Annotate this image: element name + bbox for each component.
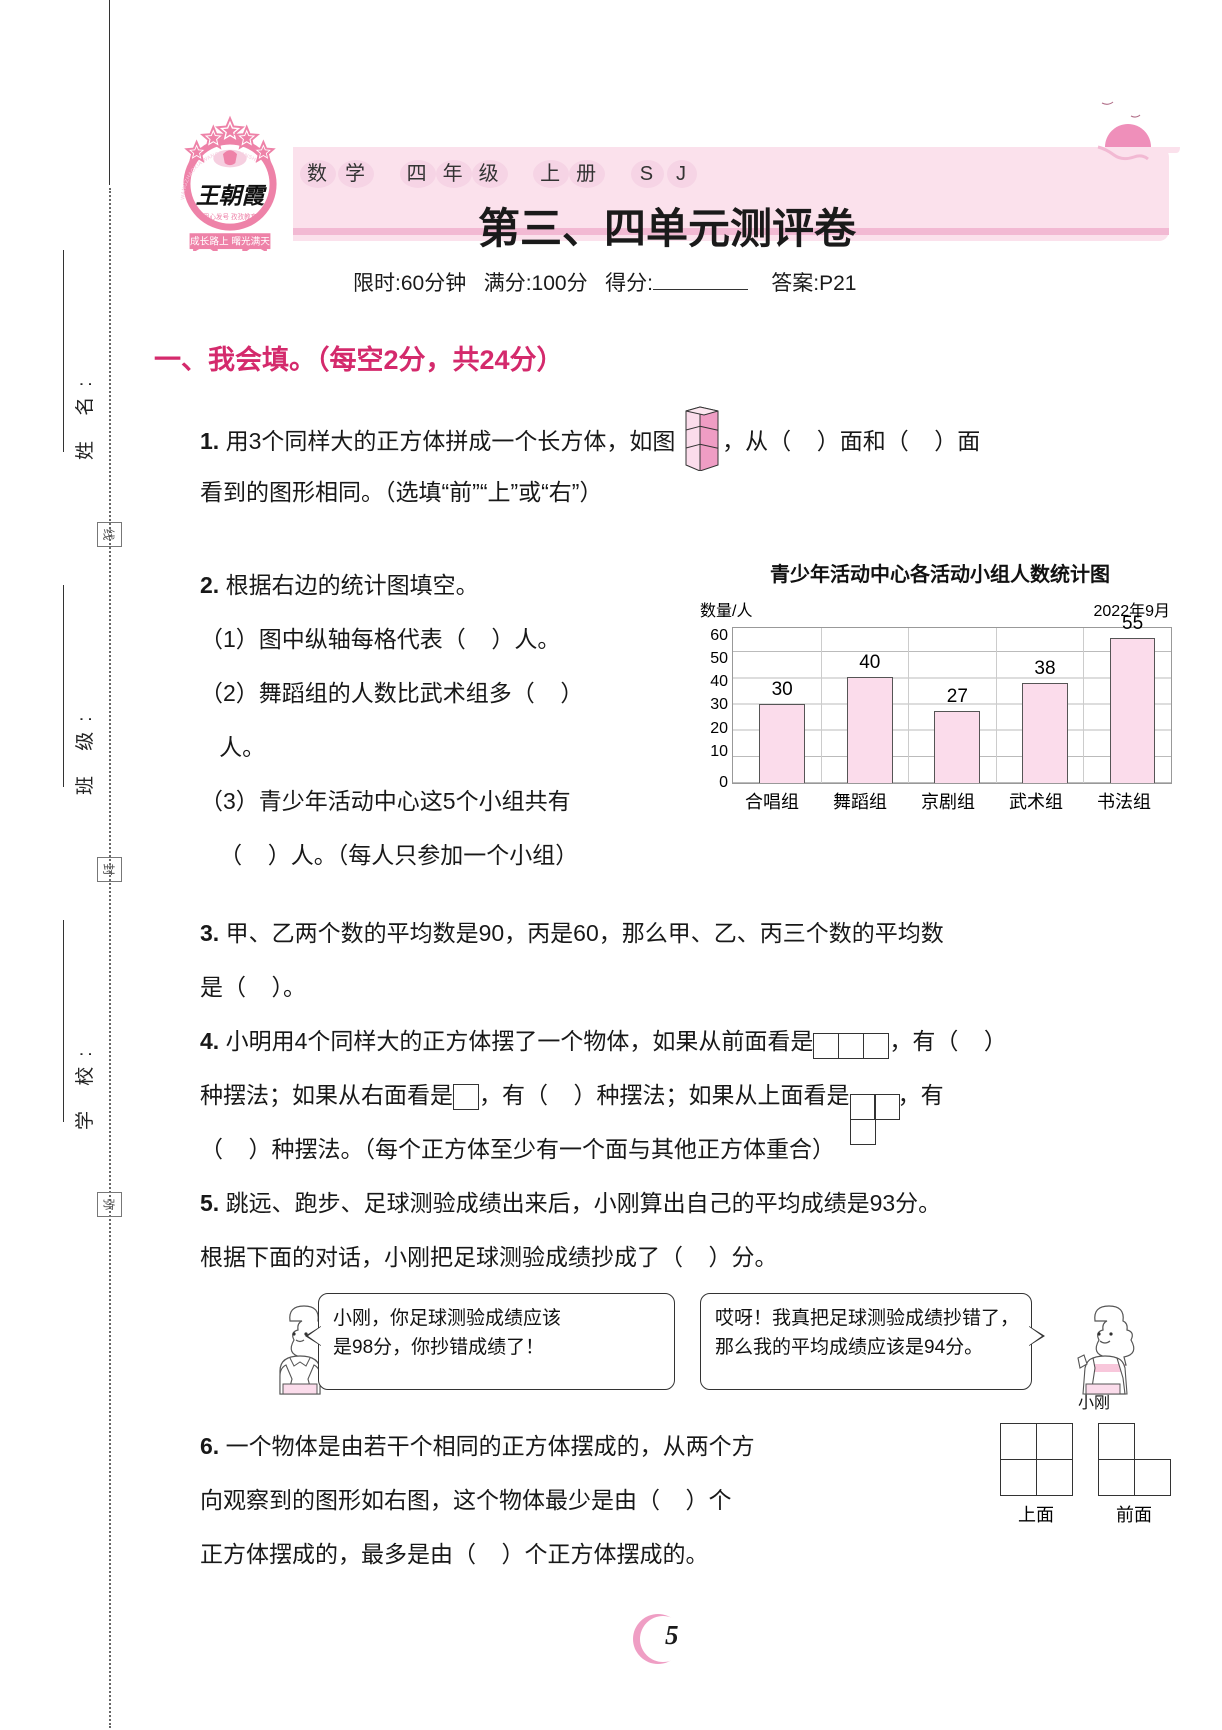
svg-text:王朝霞: 王朝霞 — [196, 182, 268, 208]
svg-text:成长路上 曙光满天: 成长路上 曙光满天 — [190, 236, 270, 248]
svg-text:用心发号 孜孜教育: 用心发号 孜孜教育 — [203, 212, 258, 221]
